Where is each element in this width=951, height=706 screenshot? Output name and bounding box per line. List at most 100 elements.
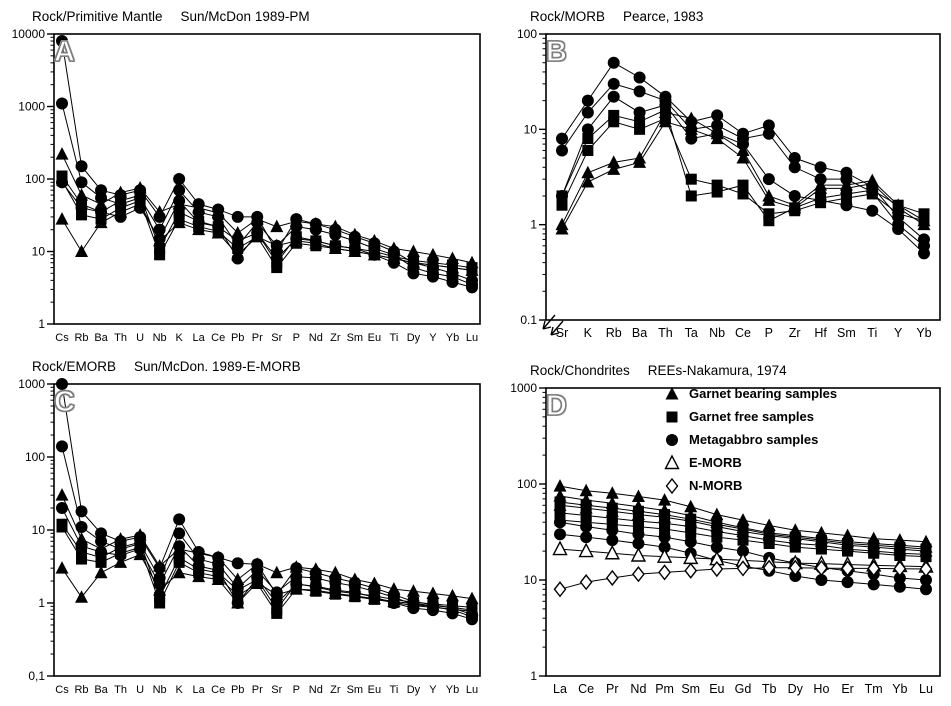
- marker-square-filled: [368, 249, 380, 261]
- marker-triangle-open: [604, 544, 620, 560]
- marker-triangle-filled: [55, 212, 69, 225]
- x-tick-label: U: [136, 684, 144, 696]
- x-tick-label: Gd: [735, 682, 752, 696]
- marker-triangle-filled: [289, 214, 303, 227]
- marker-circle-filled: [685, 132, 698, 145]
- series-line-garnet-free-2: [61, 526, 473, 615]
- marker-square-filled: [659, 112, 671, 124]
- panel-a-chart-area: 1 10 100 1000 10000 Cs Rb Ba Th U Nb K La Ce Pb Pr Sr P Nd…: [4, 26, 488, 350]
- marker-diamond-open: [665, 477, 679, 494]
- marker-circle-filled: [814, 161, 827, 174]
- marker-circle-filled: [711, 119, 724, 132]
- marker-square-filled: [763, 528, 775, 540]
- legend-item: Garnet bearing samples: [662, 382, 837, 405]
- marker-circle-filled: [920, 574, 932, 586]
- marker-triangle-filled: [684, 499, 698, 513]
- marker-square-filled: [737, 179, 749, 191]
- marker-square-filled: [582, 144, 594, 156]
- x-tick-label: Lu: [466, 332, 478, 344]
- marker-square-filled: [918, 215, 930, 227]
- marker-circle-filled: [815, 574, 828, 586]
- marker-square-filled: [894, 541, 906, 553]
- y-tick-label: 100: [517, 27, 537, 41]
- y-tick-label: 100: [517, 477, 537, 491]
- marker-triangle-filled: [289, 560, 303, 573]
- x-tick-label: Sr: [271, 684, 282, 696]
- marker-square-filled: [556, 199, 568, 211]
- marker-square-filled: [446, 603, 458, 615]
- marker-circle-filled: [75, 520, 88, 533]
- marker-circle-filled: [606, 524, 619, 537]
- marker-circle-filled: [762, 119, 775, 132]
- marker-square-filled: [554, 507, 566, 519]
- marker-square-filled: [789, 531, 801, 543]
- x-tick-label: Cs: [55, 684, 69, 696]
- x-tick-label: Pb: [231, 332, 244, 344]
- marker-square-filled: [349, 246, 361, 257]
- panel-a: Rock/Primitive Mantle Sun/McDon 1989-PM …: [4, 2, 488, 350]
- marker-square-filled: [290, 237, 302, 249]
- x-tick-label: La: [193, 332, 206, 344]
- x-tick-label: Lu: [919, 682, 933, 696]
- marker-square-filled: [388, 253, 400, 265]
- marker-triangle-filled: [270, 219, 284, 233]
- marker-circle-filled: [710, 541, 723, 554]
- plot-frame: [545, 387, 941, 677]
- panel-a-letter: A: [53, 35, 76, 68]
- legend-label: N-MORB: [689, 478, 743, 493]
- x-tick-label: Nd: [309, 684, 323, 696]
- x-tick-label: Th: [114, 684, 127, 696]
- marker-diamond-open: [815, 559, 828, 577]
- marker-triangle-filled: [607, 162, 621, 175]
- triangle-open-icon: [664, 453, 680, 469]
- marker-circle-filled: [789, 570, 802, 583]
- marker-square-filled: [310, 240, 322, 252]
- marker-triangle-filled: [684, 111, 698, 124]
- legend-label: Garnet free samples: [689, 409, 815, 424]
- y-tick-label: 1: [530, 218, 537, 232]
- marker-square-filled: [251, 577, 263, 589]
- marker-square-filled: [606, 502, 618, 514]
- marker-circle-filled: [711, 109, 724, 122]
- marker-square-filled: [349, 591, 361, 603]
- marker-triangle-filled: [465, 591, 479, 605]
- y-tick-label: 1: [38, 317, 45, 331]
- marker-square-filled: [556, 190, 568, 202]
- marker-triangle-filled: [94, 565, 108, 579]
- marker-triangle-filled: [665, 386, 679, 399]
- marker-triangle-filled: [387, 582, 401, 595]
- marker-square-filled: [271, 262, 283, 274]
- marker-triangle-filled: [710, 131, 724, 145]
- marker-square-filled: [173, 213, 185, 225]
- marker-circle-filled: [95, 535, 108, 548]
- marker-triangle-filled: [55, 561, 69, 574]
- series-line-garnet-free-1: [61, 175, 473, 269]
- marker-circle-filled: [173, 173, 186, 185]
- marker-triangle-filled: [270, 565, 284, 579]
- x-tick-label: Ho: [813, 682, 829, 696]
- marker-circle-filled: [762, 173, 775, 186]
- marker-square-filled: [842, 537, 854, 549]
- marker-square-filled: [554, 496, 566, 508]
- panel-b: Rock/MORB Pearce, 1983 0.1 1 10 100 Sr K Rb Ba T…: [496, 2, 948, 346]
- x-tick-label: Eu: [368, 332, 381, 344]
- marker-diamond-open: [605, 569, 619, 587]
- x-tick-label: Pr: [606, 682, 619, 696]
- marker-square-filled: [115, 195, 127, 207]
- x-tick-label: Ce: [735, 326, 751, 340]
- x-tick-label: Yb: [892, 682, 907, 696]
- marker-square-filled: [290, 577, 302, 589]
- marker-square-filled: [711, 531, 723, 543]
- square-filled-icon: [666, 411, 678, 422]
- x-tick-label: Lu: [466, 684, 478, 696]
- panel-b-letter: B: [545, 35, 568, 68]
- marker-square-filled: [763, 215, 775, 227]
- chart-B: 0.1 1 10 100 Sr K Rb Ba Th Ta Nb Ce P Zr Hf Sm Ti Y Yb: [517, 27, 941, 340]
- marker-square-filled: [789, 205, 801, 217]
- y-tick-label: 1000: [18, 377, 45, 391]
- x-tick-label: La: [553, 682, 567, 696]
- x-tick-label: Nb: [153, 332, 167, 344]
- marker-square-filled: [763, 208, 775, 220]
- x-tick-label: Th: [114, 332, 127, 344]
- marker-triangle-filled: [231, 572, 245, 585]
